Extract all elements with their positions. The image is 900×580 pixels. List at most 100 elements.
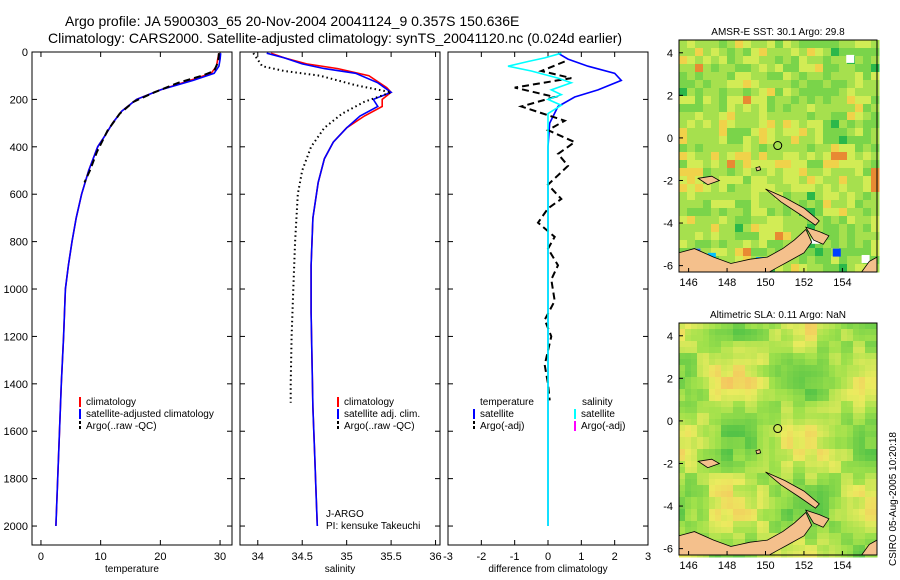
map-cell (847, 176, 856, 185)
map-cell (691, 383, 698, 390)
map-cell (823, 539, 830, 546)
map-cell (767, 208, 776, 217)
map-cell (855, 184, 864, 193)
map-cell (763, 377, 770, 384)
map-cell (763, 329, 770, 336)
map-cell (839, 120, 848, 129)
map-cell (709, 515, 716, 522)
map-cell (811, 461, 818, 468)
map-cell (763, 467, 770, 474)
map-cell (679, 168, 688, 177)
map-cell (835, 365, 842, 372)
map-cell (863, 48, 872, 57)
map-cell (805, 407, 812, 414)
map-cell (757, 515, 764, 522)
map-cell (719, 184, 728, 193)
map-cell (781, 497, 788, 504)
map-cell (835, 551, 842, 558)
map-cell (763, 473, 770, 480)
map-cell (847, 160, 856, 169)
map-cell (679, 473, 686, 480)
map-cell (775, 144, 784, 153)
map-cell (817, 527, 824, 534)
map-cell (853, 365, 860, 372)
map-cell (679, 184, 688, 193)
map-cell (847, 509, 854, 516)
map-cell (871, 491, 878, 498)
map-cell (859, 527, 866, 534)
map-cell (751, 104, 760, 113)
map-cell (871, 232, 880, 241)
map-cell (783, 136, 792, 145)
map-cell (679, 413, 686, 420)
map-cell (703, 473, 710, 480)
map-cell (823, 120, 832, 129)
map-cell (727, 491, 734, 498)
map-cell (721, 461, 728, 468)
map-cell (685, 437, 692, 444)
map-cell (727, 200, 736, 209)
map-cell (727, 104, 736, 113)
map-cell (775, 395, 782, 402)
map-cell (847, 389, 854, 396)
map-cell (823, 353, 830, 360)
map-cell (839, 80, 848, 89)
map-cell (805, 389, 812, 396)
map-cell (829, 413, 836, 420)
map-cell (745, 419, 752, 426)
map-cell (715, 341, 722, 348)
map-cell (855, 88, 864, 97)
map-cell (751, 443, 758, 450)
map-cell (679, 407, 686, 414)
map-cell (769, 413, 776, 420)
map-cell (695, 160, 704, 169)
map-cell (721, 323, 728, 330)
map-cell (679, 192, 688, 201)
map-cell (847, 395, 854, 402)
map-cell (757, 371, 764, 378)
map-cell (769, 329, 776, 336)
map-cell (799, 371, 806, 378)
map-cell (847, 503, 854, 510)
map-cell (859, 509, 866, 516)
map-cell (743, 224, 752, 233)
map-cell (791, 224, 800, 233)
map-cell (769, 419, 776, 426)
map-cell (865, 401, 872, 408)
map-cell (751, 533, 758, 540)
map-cell (687, 184, 696, 193)
map-cell (715, 491, 722, 498)
map-cell (823, 184, 832, 193)
map-cell (807, 80, 816, 89)
float-position-marker (773, 141, 783, 151)
map-cell (839, 216, 848, 225)
map-cell (679, 443, 686, 450)
map-cell (769, 485, 776, 492)
map-cell (835, 371, 842, 378)
map-cell (865, 425, 872, 432)
map-cell (799, 224, 808, 233)
map-cell (685, 401, 692, 408)
map-cell (775, 112, 784, 121)
map-cell (751, 240, 760, 249)
map-cell (733, 323, 740, 330)
map-cell (703, 40, 712, 49)
map-cell (865, 521, 872, 528)
map-cell (817, 347, 824, 354)
map-cell (721, 509, 728, 516)
map-cell (799, 152, 808, 161)
map-cell (817, 449, 824, 456)
map-cell (815, 176, 824, 185)
map-cell (829, 431, 836, 438)
map-cell (815, 184, 824, 193)
map-cell (769, 503, 776, 510)
map-cell (853, 377, 860, 384)
map-cell (715, 377, 722, 384)
map-cell (835, 323, 842, 330)
map-cell (775, 184, 784, 193)
map-cell (703, 407, 710, 414)
new-guinea-land (678, 228, 813, 273)
map-cell (793, 509, 800, 516)
map-cell (751, 224, 760, 233)
map-cell (799, 347, 806, 354)
